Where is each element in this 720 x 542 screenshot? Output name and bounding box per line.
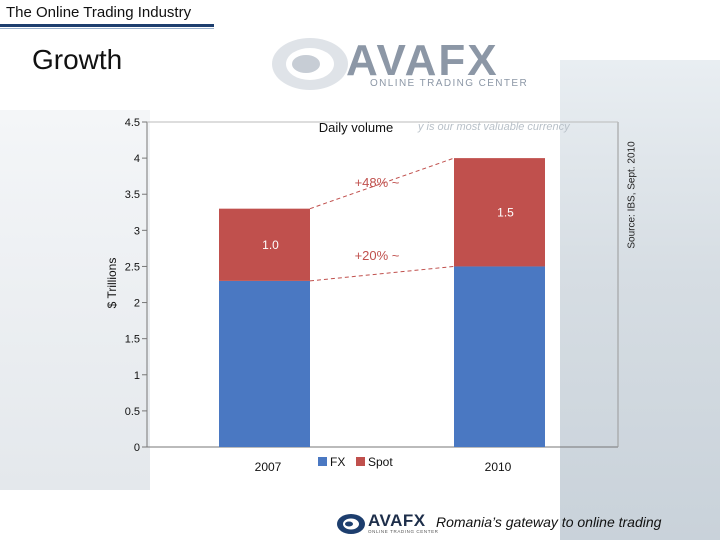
y-tick-label: 0 <box>134 442 140 454</box>
footer-logo-subtitle: ONLINE TRADING CENTER <box>368 529 439 534</box>
annotation-label-total: +48% ~ <box>355 175 400 190</box>
y-tick-label: 4.5 <box>125 117 140 129</box>
slide-heading: Growth <box>32 44 123 75</box>
y-tick-label: 2 <box>134 298 140 310</box>
avafx-logo-icon <box>268 30 358 105</box>
header-rule-thin <box>0 28 214 29</box>
bar-fx-2010 <box>454 266 545 447</box>
background-ticker-board <box>0 110 150 490</box>
y-tick-label: 4 <box>134 153 140 165</box>
y-tick-label: 2.5 <box>125 261 140 273</box>
bar-spot-2010 <box>454 158 545 267</box>
y-tick-label: 1 <box>134 370 140 382</box>
legend-label: Spot <box>368 455 393 469</box>
bar-fx-2007 <box>219 280 310 447</box>
y-tick-label: 1.5 <box>125 334 140 346</box>
legend-label: FX <box>330 455 345 469</box>
legend-swatch-spot <box>356 457 365 466</box>
data-label: 1.0 <box>262 238 279 252</box>
footer-logo-icon <box>336 511 368 542</box>
header-rule <box>0 24 214 27</box>
header-title: The Online Trading Industry <box>6 4 192 21</box>
annotation-line-total <box>309 157 455 210</box>
footer-tagline: Romania’s gateway to online trading <box>436 514 662 530</box>
legend-swatch-fx <box>318 457 327 466</box>
x-tick-label: 2010 <box>485 460 512 474</box>
logo-subtitle: ONLINE TRADING CENTER <box>370 78 529 89</box>
y-tick-label: 3.5 <box>125 189 140 201</box>
logo-brand: AVAFX <box>346 36 499 85</box>
background-faint-text: y is our most valuable currency <box>418 121 570 133</box>
x-tick-label: 2007 <box>255 460 282 474</box>
y-axis-label: $ Trillions <box>105 258 119 309</box>
annotation-label-fx: +20% ~ <box>355 248 400 263</box>
annotation-line-fx <box>309 265 455 282</box>
background-buildings <box>560 60 720 540</box>
footer-logo-brand: AVAFX <box>368 511 426 530</box>
chart-title: Daily volume <box>319 120 393 135</box>
bar-spot-2007 <box>219 208 310 281</box>
data-label: 1.5 <box>497 205 514 219</box>
y-tick-label: 3 <box>134 225 140 237</box>
y-tick-label: 0.5 <box>125 406 140 418</box>
